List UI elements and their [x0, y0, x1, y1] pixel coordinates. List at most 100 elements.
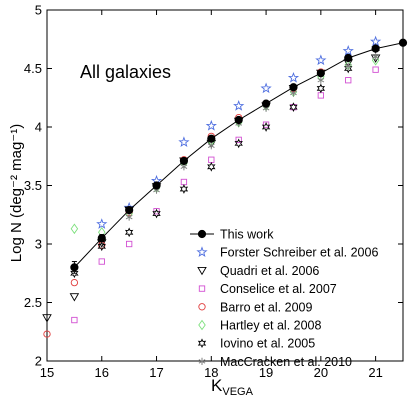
legend-label: Quadri et al. 2006 [220, 264, 319, 278]
legend-marker [197, 229, 207, 239]
x-tick-label: 19 [259, 365, 273, 380]
data-point [289, 83, 298, 92]
data-point [70, 223, 79, 235]
legend-marker [198, 285, 206, 292]
data-point [261, 122, 271, 132]
x-tick-label: 16 [95, 365, 109, 380]
y-tick-label: 4.5 [24, 61, 42, 76]
x-axis-title-main: K [211, 376, 223, 395]
legend-label: Conselice et al. 2007 [220, 282, 337, 296]
data-point [179, 156, 189, 166]
x-axis-title: KVEGA [211, 376, 254, 398]
x-tick-label: 20 [314, 365, 328, 380]
x-tick-label: 15 [40, 365, 54, 380]
data-point [96, 218, 108, 229]
legend-item-maccracken-et-al-2010: MacCracken et al. 2010 [198, 355, 352, 369]
legend-marker [197, 266, 207, 276]
data-point [289, 102, 298, 112]
legend-item-conselice-et-al-2007: Conselice et al. 2007 [198, 282, 337, 296]
y-axis-title: Log N (deg⁻² mag⁻¹) [8, 124, 25, 262]
data-point [179, 184, 189, 194]
series-maccracken-et-al-2010 [125, 53, 379, 221]
data-point [372, 53, 379, 61]
legend: This work Forster Schreiber et al. 2006 Qu… [190, 228, 378, 369]
legend-item-barro-et-al-2009: Barro et al. 2009 [198, 300, 312, 314]
data-point [344, 53, 353, 63]
series-this-work [70, 38, 408, 274]
data-point [43, 330, 51, 338]
legend-label: Forster Schreiber et al. 2006 [220, 246, 378, 260]
data-point [97, 234, 106, 243]
data-point [208, 156, 215, 163]
legend-label: Hartley et al. 2008 [220, 319, 321, 333]
legend-marker [198, 319, 206, 331]
series-conselice-et-al-2007 [71, 66, 379, 324]
data-point [315, 54, 327, 66]
data-point [207, 142, 215, 150]
data-point [69, 293, 80, 302]
data-point [369, 35, 382, 47]
data-point [344, 62, 352, 70]
data-point [287, 71, 300, 83]
legend-label: Iovino et al. 2005 [220, 337, 315, 351]
data-point [207, 161, 216, 172]
data-point [234, 138, 243, 149]
data-point [290, 103, 297, 111]
data-point [398, 38, 408, 47]
data-point [126, 240, 133, 248]
data-point [235, 136, 242, 144]
x-tick-label: 21 [368, 365, 382, 380]
y-tick-label: 2 [35, 354, 42, 369]
data-point [371, 55, 380, 66]
data-point [233, 100, 245, 111]
legend-item-hartley-et-al-2008: Hartley et al. 2008 [198, 319, 321, 333]
data-point [207, 134, 216, 143]
data-point [261, 99, 271, 108]
data-point [152, 208, 161, 219]
x-tick-label: 18 [204, 365, 218, 380]
data-point [125, 205, 134, 215]
data-point [71, 316, 78, 324]
y-tick-label: 3 [35, 237, 42, 252]
series-barro-et-al-2009 [43, 68, 325, 338]
data-point [344, 63, 353, 74]
y-tick-label: 4 [35, 120, 42, 135]
data-point [70, 268, 79, 279]
data-point [317, 76, 325, 84]
data-point [371, 44, 380, 53]
legend-label: This work [220, 228, 274, 242]
legend-marker [196, 246, 208, 257]
data-point [342, 45, 354, 56]
legend-marker [198, 303, 206, 311]
data-point [98, 258, 105, 265]
y-tick-label: 2.5 [24, 295, 42, 310]
data-point [70, 263, 79, 272]
y-tick-label: 5 [35, 3, 42, 18]
data-point [317, 92, 324, 99]
legend-item-quadri-et-al-2006: Quadri et al. 2006 [197, 264, 319, 278]
y-tick-label: 3.5 [24, 178, 42, 193]
data-point [316, 69, 325, 78]
data-point [125, 213, 133, 221]
data-point [205, 119, 217, 131]
series-hartley-et-al-2008 [70, 55, 380, 238]
panel-label: All galaxies [80, 62, 171, 82]
data-point [152, 181, 161, 190]
data-point [345, 77, 352, 84]
data-point [42, 314, 52, 323]
data-point [178, 136, 190, 147]
data-point [180, 178, 188, 186]
legend-label: MacCracken et al. 2010 [220, 355, 352, 369]
series-forster-schreiber-et-al-2006 [96, 35, 382, 229]
data-point [234, 115, 243, 125]
legend-item-iovino-et-al-2005: Iovino et al. 2005 [197, 337, 315, 351]
data-point [153, 208, 160, 215]
x-tick-label: 17 [149, 365, 163, 380]
x-axis-title-sub: VEGA [222, 386, 253, 398]
data-point [70, 278, 79, 287]
data-point [372, 66, 379, 73]
legend-item-forster-schreiber-et-al-2006: Forster Schreiber et al. 2006 [196, 246, 378, 260]
legend-marker [197, 338, 207, 349]
